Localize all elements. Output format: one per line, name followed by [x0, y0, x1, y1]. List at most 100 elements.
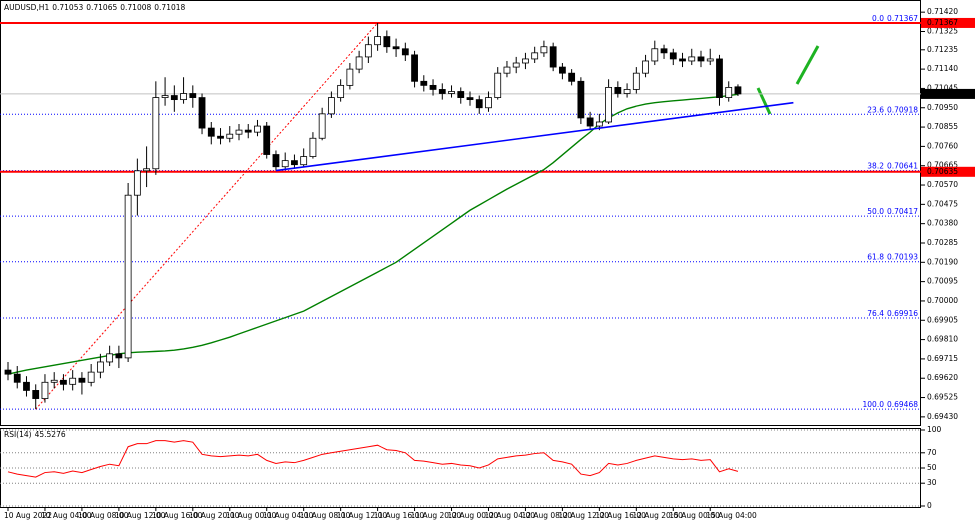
rsi-title: RSI(14) 45.5276: [4, 430, 66, 439]
candle-body: [97, 361, 104, 373]
candle-body: [364, 44, 372, 58]
main-pane: [0, 0, 921, 426]
y-tick-label: 0.69715: [927, 354, 958, 363]
candle-body: [13, 373, 21, 383]
candle-body: [291, 160, 298, 166]
candle-body: [411, 54, 418, 82]
rsi-tick-label: 30: [927, 478, 937, 487]
candle-body: [309, 137, 317, 157]
y-tick-label: 0.70380: [927, 219, 958, 228]
x-tick-label: 12 Aug 16:00: [595, 511, 646, 520]
candle-body: [706, 58, 714, 62]
candle-body: [152, 97, 160, 170]
candle-body: [161, 95, 169, 98]
y-tick-label: 0.70190: [927, 257, 958, 266]
candle-body: [522, 58, 529, 64]
x-tick-label: 11 Aug 08:00: [300, 511, 351, 520]
candle-body: [170, 95, 178, 101]
candle-body: [281, 160, 289, 168]
candle-body: [651, 48, 659, 62]
fib-value: 0.70641: [887, 162, 918, 171]
candle-body: [660, 48, 668, 54]
y-tick-label: 0.70570: [927, 180, 958, 189]
ohlc-value: 0.71065: [86, 3, 117, 12]
ohlc-value: 0.71018: [154, 3, 185, 12]
x-tick-label: 15 Aug 00:00: [669, 511, 720, 520]
candle-body: [272, 154, 280, 168]
candle-body: [669, 52, 677, 60]
trendline: [275, 101, 794, 172]
fib-line: [35, 22, 378, 410]
candle-body: [78, 377, 86, 383]
candle-body: [300, 156, 308, 166]
candle-body: [540, 46, 548, 54]
candle-body: [50, 379, 58, 383]
x-tick-label: 12 Aug 04:00: [484, 511, 535, 520]
candle-body: [198, 97, 206, 129]
candle-body: [355, 56, 363, 70]
candle-body: [679, 58, 686, 62]
candle-body: [23, 381, 30, 391]
candle-body: [734, 86, 742, 95]
candle-body: [180, 93, 187, 101]
candle-body: [549, 46, 557, 68]
fib-value: 0.70193: [887, 253, 918, 262]
y-tick-label: 0.70000: [927, 296, 958, 305]
candle-body: [642, 60, 649, 74]
x-tick-label: 12 Aug 00:00: [448, 511, 499, 520]
x-tick-label: 10 Aug 2022: [4, 511, 52, 520]
candle-body: [697, 56, 705, 62]
rsi-current: 45.5276: [35, 430, 66, 439]
x-tick-label: 12 Aug 12:00: [558, 511, 609, 520]
candle-body: [614, 87, 622, 94]
fib-label: 100.0 0.69468: [863, 400, 919, 409]
ohlc-value: 0.71008: [120, 3, 151, 12]
candle-body: [429, 84, 437, 90]
fib-level: 38.2: [867, 162, 884, 171]
candle-body: [87, 371, 95, 383]
candle-body: [512, 62, 520, 68]
y-tick-label: 0.70760: [927, 141, 958, 150]
candle-body: [401, 48, 409, 56]
rsi-tick-label: 50: [927, 463, 937, 472]
y-tick-label: 0.71420: [927, 7, 958, 16]
x-tick-label: 10 Aug 12:00: [115, 511, 166, 520]
candle-body: [346, 68, 354, 86]
fib-label: 50.0 0.70417: [867, 207, 918, 216]
candle-body: [263, 125, 271, 155]
candle-body: [143, 168, 151, 172]
candle-body: [466, 97, 474, 101]
rsi-tick-label: 0: [927, 501, 932, 510]
candle-body: [475, 99, 483, 109]
candle-body: [217, 135, 224, 139]
candle-body: [725, 87, 733, 98]
candle-body: [595, 121, 603, 127]
x-tick-label: 12 Aug 20:00: [632, 511, 683, 520]
fib-level: 61.8: [867, 253, 884, 262]
candle-body: [531, 52, 539, 60]
candle-body: [254, 125, 261, 133]
candle-body: [327, 97, 335, 115]
y-tick-label: 0.70950: [927, 103, 958, 112]
price-tag: [921, 166, 975, 177]
x-tick-label: 11 Aug 12:00: [337, 511, 388, 520]
fib-label: 38.2 0.70641: [867, 162, 918, 171]
current-price-tag: [921, 88, 975, 99]
fib-level: 0.0: [872, 14, 884, 23]
y-tick-label: 0.70665: [927, 161, 958, 170]
rsi-tick-label: 100: [927, 425, 942, 434]
y-tick-label: 0.70095: [927, 277, 958, 286]
fib-value: 0.70417: [887, 207, 918, 216]
x-tick-label: 11 Aug 00:00: [226, 511, 277, 520]
y-tick-label: 0.69905: [927, 315, 958, 324]
fib-level: 76.4: [867, 309, 884, 318]
y-tick-label: 0.69810: [927, 335, 958, 344]
y-tick-label: 0.71045: [927, 83, 958, 92]
arrow-down: [756, 87, 772, 115]
y-tick-label: 0.71140: [927, 64, 958, 73]
candle-body: [420, 80, 428, 86]
x-tick-label: 12 Aug 08:00: [521, 511, 572, 520]
candle-body: [485, 97, 492, 109]
fib-label: 76.4 0.69916: [867, 309, 918, 318]
fib-value: 0.71367: [887, 14, 918, 23]
